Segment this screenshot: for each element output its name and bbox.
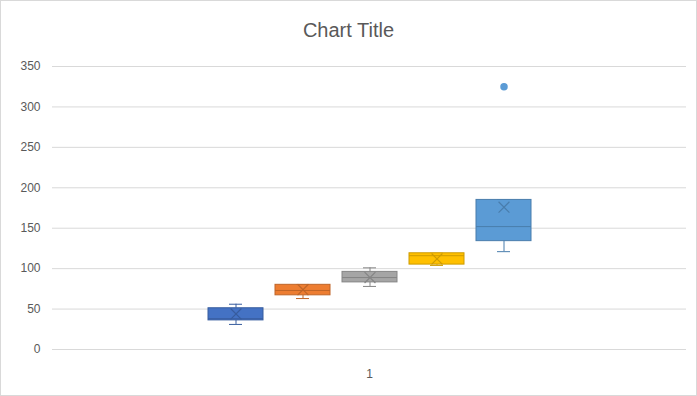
svg-text:150: 150 [20, 221, 40, 235]
svg-text:100: 100 [20, 261, 40, 275]
html-text:Chart Title: Chart Title [302, 19, 395, 41]
svg-text:300: 300 [20, 100, 40, 114]
svg-text:50: 50 [27, 302, 41, 316]
svg-text:200: 200 [20, 181, 40, 195]
svg-text:1: 1 [366, 367, 373, 381]
svg-text:350: 350 [20, 59, 40, 73]
svg-text:0: 0 [34, 342, 41, 356]
svg-text:250: 250 [20, 140, 40, 154]
